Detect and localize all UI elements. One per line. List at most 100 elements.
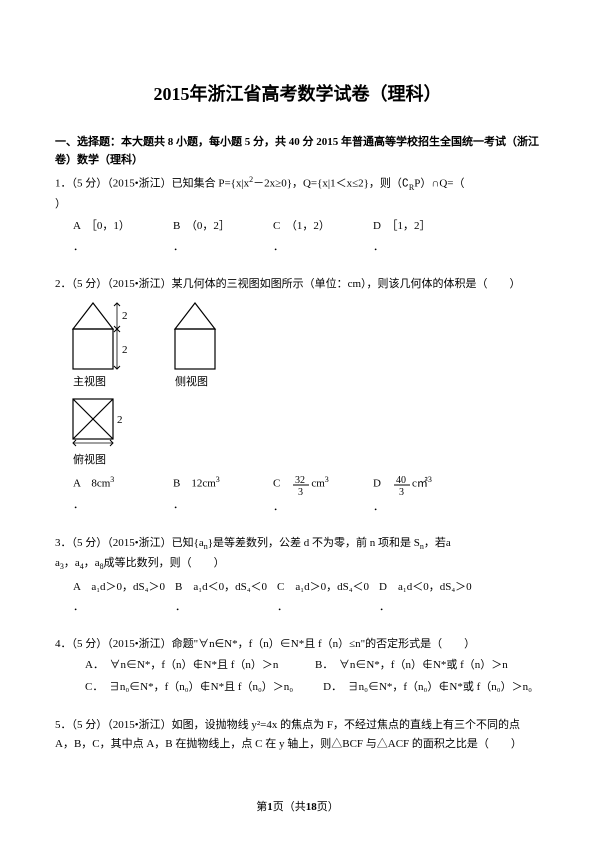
q1-stem-b: －2x≥0}，Q={x|1＜x≤2}，则（∁ xyxy=(253,178,409,190)
q2-b: 12cm xyxy=(191,478,215,490)
footer-e: 页） xyxy=(317,801,339,813)
side-view-svg: 侧视图 xyxy=(167,299,227,389)
q1-c: （1，2） xyxy=(291,220,330,232)
q2-c-frac: 323 xyxy=(291,474,311,496)
q2-figures-row1: 2 2 主视图 侧视图 xyxy=(65,299,540,389)
dot: ． xyxy=(373,238,384,257)
q3-b: }是等差数列，公差 d 不为零，前 n 项和是 S xyxy=(208,537,420,549)
opt-c-label: C xyxy=(273,478,280,490)
opt-b-label: B xyxy=(173,478,180,490)
dot: ． xyxy=(73,238,84,257)
q1-opt-a: A ［0，1） ． xyxy=(73,217,133,256)
opt-a-label: A xyxy=(73,220,80,232)
section-header: 一、选择题：本大题共 8 小题，每小题 5 分，共 40 分 2015 年普通高… xyxy=(55,134,540,169)
q3-c: ，若a xyxy=(424,537,451,549)
opt-a-label: A xyxy=(73,581,80,593)
q2-d-sup: 3 xyxy=(428,475,432,484)
q3-opt-a: A a₁d＞0，dS₄＞0 ． xyxy=(73,578,165,617)
dot: ． xyxy=(175,598,186,617)
q2-d-unit: c㎡ xyxy=(412,478,428,490)
dim-2b: 2 xyxy=(122,344,128,356)
q3-d: ，a xyxy=(64,557,80,569)
q2-stem: 2．（5 分）（2015•浙江）某几何体的三视图如图所示（单位：cm），则该几何… xyxy=(55,278,521,290)
dot: ． xyxy=(273,238,284,257)
question-2: 2．（5 分）（2015•浙江）某几何体的三视图如图所示（单位：cm），则该几何… xyxy=(55,275,540,517)
dot: ． xyxy=(277,598,288,617)
q2-options: A 8cm3 ． B 12cm3 ． C 323cm3 ． D 403c㎡3 ． xyxy=(55,473,540,516)
q4-d: ∃n₀∈N*，f（n₀）∉N*或 f（n₀）＞n₀ xyxy=(348,681,532,693)
q1-a: ［0，1） xyxy=(91,220,130,232)
footer-a: 第 xyxy=(256,801,267,813)
front-view: 2 2 主视图 xyxy=(65,299,137,389)
q3-f: 成等比数列，则（ ） xyxy=(104,557,225,569)
dim-2c: 2 xyxy=(117,414,123,426)
dot: ． xyxy=(173,238,184,257)
q3-b-val: a₁d＜0，dS₄＜0 xyxy=(193,581,267,593)
q2-d-frac: 403 xyxy=(392,474,412,496)
q2-a: 8cm xyxy=(91,478,110,490)
q2-b-sup: 3 xyxy=(216,475,220,484)
svg-text:40: 40 xyxy=(396,475,406,486)
q4-lc: C． xyxy=(85,681,98,693)
question-3: 3．（5 分）（2015•浙江）已知{an}是等差数列，公差 d 不为零，前 n… xyxy=(55,534,540,617)
top-label: 俯视图 xyxy=(73,452,106,466)
q1-opt-b: B （0，2］ ． xyxy=(173,217,233,256)
q2-a-sup: 3 xyxy=(110,475,114,484)
opt-d-label: D xyxy=(373,220,381,232)
opt-c-label: C xyxy=(277,581,284,593)
q1-stem-a: 1．（5 分）（2015•浙江）已知集合 P={x|x xyxy=(55,178,249,190)
q2-opt-d: D 403c㎡3 ． xyxy=(373,473,433,516)
q4-a: ∀n∈N*，f（n）∉N*且 f（n）＞n xyxy=(109,659,278,671)
q4-ld: D． xyxy=(323,681,336,693)
q1-stem-d: ） xyxy=(55,198,66,210)
svg-text:3: 3 xyxy=(399,487,404,496)
q2-c-unit: cm xyxy=(311,478,324,490)
q3-c-val: a₁d＞0，dS₄＜0 xyxy=(295,581,369,593)
q4-lb: B． xyxy=(315,659,328,671)
q1-opt-d: D ［1，2］ ． xyxy=(373,217,433,256)
q4-la: A． xyxy=(85,659,98,671)
q3-a: 3．（5 分）（2015•浙江）已知{a xyxy=(55,537,204,549)
q1-options: A ［0，1） ． B （0，2］ ． C （1，2） ． D ［1，2］ ． xyxy=(55,217,540,256)
opt-c-label: C xyxy=(273,220,280,232)
svg-text:3: 3 xyxy=(298,487,303,496)
q3-opt-d: D a₁d＜0，dS₄＞0 ． xyxy=(379,578,472,617)
q1-stem-c: P）∩Q=（ xyxy=(414,178,464,190)
dot: ． xyxy=(73,496,84,515)
q3-a-val: a₁d＞0，dS₄＞0 xyxy=(91,581,165,593)
q4-options: A． ∀n∈N*，f（n）∉N*且 f（n）＞n B． ∀n∈N*，f（n）∉N… xyxy=(55,654,540,698)
dim-2a: 2 xyxy=(122,310,128,322)
q4-opt-c: C． ∃n₀∈N*，f（n₀）∉N*且 f（n₀）＞n₀ xyxy=(85,676,293,698)
q4-b: ∀n∈N*，f（n）∉N*或 f（n）＞n xyxy=(339,659,508,671)
side-label: 侧视图 xyxy=(175,374,208,388)
question-5: 5．（5 分）（2015•浙江）如图，设抛物线 y²=4x 的焦点为 F，不经过… xyxy=(55,716,540,753)
front-label: 主视图 xyxy=(73,374,106,388)
q4-opt-a: A． ∀n∈N*，f（n）∉N*且 f（n）＞n xyxy=(85,654,285,676)
page-title: 2015年浙江省高考数学试卷（理科） xyxy=(55,80,540,106)
question-4: 4．（5 分）（2015•浙江）命题"∀n∈N*，f（n）∈N*且 f（n）≤n… xyxy=(55,635,540,698)
q4-opt-d: D． ∃n₀∈N*，f（n₀）∉N*或 f（n₀）＞n₀ xyxy=(323,676,532,698)
dot: ． xyxy=(273,498,284,517)
dot: ． xyxy=(373,498,384,517)
q3-d-val: a₁d＜0，dS₄＞0 xyxy=(398,581,472,593)
footer-d: 18 xyxy=(306,801,317,813)
opt-b-label: B xyxy=(173,220,180,232)
svg-text:32: 32 xyxy=(295,475,305,486)
page-footer: 第1页（共18页） xyxy=(0,798,595,814)
opt-d-label: D xyxy=(373,478,381,490)
q3-opt-b: B a₁d＜0，dS₄＜0 ． xyxy=(175,578,267,617)
question-1: 1．（5 分）（2015•浙江）已知集合 P={x|x2－2x≥0}，Q={x|… xyxy=(55,173,540,257)
q4-opt-b: B． ∀n∈N*，f（n）∉N*或 f（n）＞n xyxy=(315,654,515,676)
q2-figures-row2: 2 俯视图 xyxy=(65,393,540,469)
footer-c: 页（共 xyxy=(273,801,306,813)
q2-opt-c: C 323cm3 ． xyxy=(273,473,333,516)
q1-b: （0，2］ xyxy=(191,220,230,232)
q3-options: A a₁d＞0，dS₄＞0 ． B a₁d＜0，dS₄＜0 ． C a₁d＞0，… xyxy=(55,578,540,617)
opt-a-label: A xyxy=(73,478,80,490)
q1-opt-c: C （1，2） ． xyxy=(273,217,333,256)
opt-b-label: B xyxy=(175,581,182,593)
front-view-svg: 2 2 主视图 xyxy=(65,299,137,389)
side-view: 侧视图 xyxy=(167,299,227,389)
q4-stem: 4．（5 分）（2015•浙江）命题"∀n∈N*，f（n）∈N*且 f（n）≤n… xyxy=(55,638,475,650)
q2-c-sup: 3 xyxy=(325,475,329,484)
